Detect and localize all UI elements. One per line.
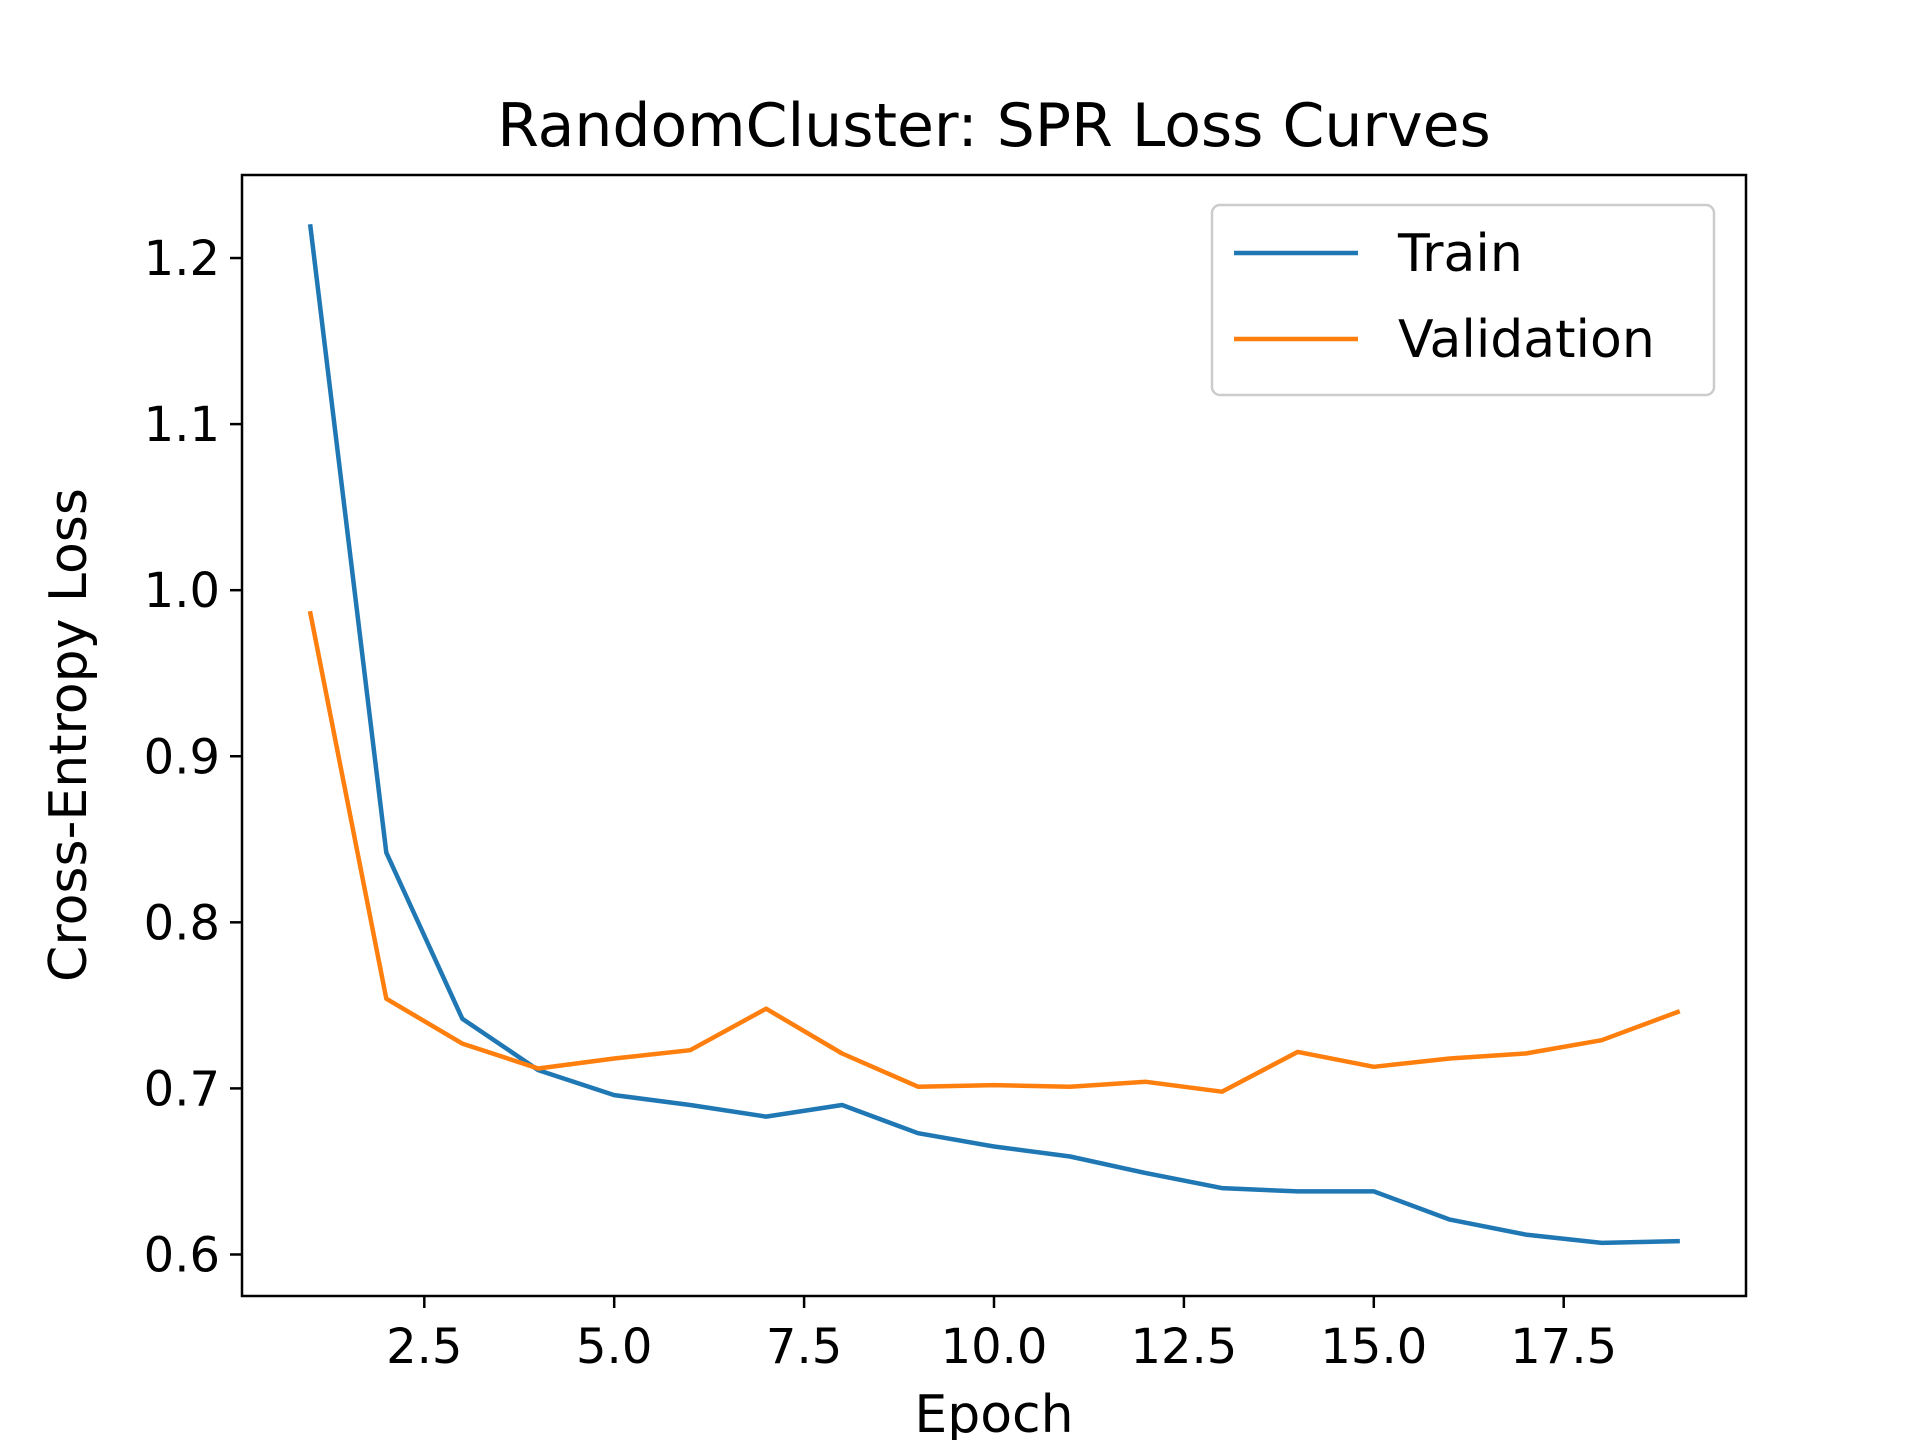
x-tick-label: 17.5: [1510, 1319, 1617, 1375]
y-tick-label: 0.7: [144, 1061, 220, 1117]
x-tick-label: 15.0: [1320, 1319, 1427, 1375]
legend-label-validation: Validation: [1398, 310, 1655, 370]
x-tick-label: 12.5: [1130, 1319, 1237, 1375]
plot-area: 2.5 5.0 7.5 10.0 12.5 15.0 17.5 0.6 0.7 0.8 0.9 1.0…: [144, 173, 1748, 1375]
legend: Train Validation: [1210, 203, 1716, 397]
series-line-validation: [307, 610, 1681, 1094]
legend-label-train: Train: [1397, 224, 1523, 284]
y-tick-label: 0.6: [144, 1227, 220, 1283]
chart-title: RandomCluster: SPR Loss Curves: [497, 91, 1491, 161]
x-tick-label: 2.5: [386, 1319, 462, 1375]
y-tick-label: 1.1: [144, 397, 220, 453]
x-axis-title: Epoch: [914, 1385, 1073, 1440]
x-tick-label: 10.0: [941, 1319, 1048, 1375]
y-tick-label: 0.8: [144, 895, 220, 951]
y-tick-label: 0.9: [144, 729, 220, 785]
y-axis-title: Cross-Entropy Loss: [39, 488, 99, 982]
x-tick-label: 7.5: [766, 1319, 842, 1375]
x-tick-label: 5.0: [576, 1319, 652, 1375]
y-tick-label: 1.2: [144, 231, 220, 287]
y-tick-label: 1.0: [144, 563, 220, 619]
